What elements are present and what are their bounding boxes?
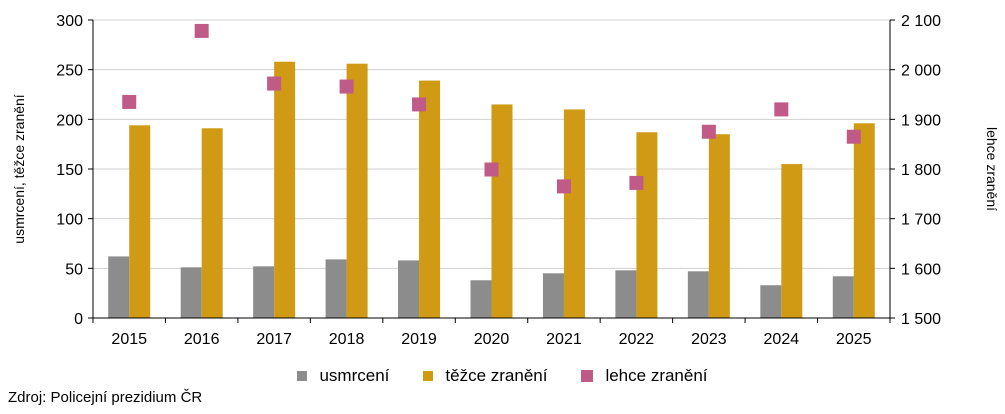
chart: 0 50 100 150 200 250 300 1 500 1 600 1 700 1 800 1 … <box>11 13 1000 348</box>
bar-usmrceni-2019 <box>398 260 420 318</box>
point-lehce-zraneni-2016 <box>194 23 209 38</box>
bar-tezce-zraneni-2016 <box>201 128 223 318</box>
bar-tezce-zraneni-2022 <box>636 132 658 318</box>
legend-item-usmrceni: usmrcení <box>297 366 389 386</box>
y-left-tick-label: 100 <box>56 212 83 229</box>
y-right-tick-label: 1 900 <box>901 112 941 129</box>
y-right-axis-label: lehce zranění <box>984 127 1000 211</box>
legend-label-tezce-zraneni: těžce zranění <box>445 366 548 385</box>
bar-tezce-zraneni-2021 <box>563 109 585 319</box>
y-left-axis-label: usmrcení, těžce zranění <box>11 94 27 244</box>
bar-tezce-zraneni-2025 <box>853 123 875 318</box>
point-lehce-zraneni-2018 <box>339 79 354 94</box>
x-tick-label: 2022 <box>619 331 655 348</box>
point-lehce-zraneni-2022 <box>629 175 644 190</box>
y-right-tick-label: 1 600 <box>901 261 941 278</box>
bar-tezce-zraneni-2018 <box>346 63 368 318</box>
bar-usmrceni-2024 <box>760 285 782 318</box>
bar-tezce-zraneni-2024 <box>781 164 803 318</box>
bar-usmrceni-2023 <box>687 271 709 318</box>
point-lehce-zraneni-2017 <box>267 76 282 91</box>
bar-tezce-zraneni-2015 <box>129 125 151 318</box>
point-lehce-zraneni-2021 <box>556 179 571 194</box>
bar-usmrceni-2018 <box>325 259 347 318</box>
bar-tezce-zraneni-2017 <box>274 61 296 318</box>
bar-tezce-zraneni-2019 <box>419 80 441 319</box>
y-right-tick-label: 1 700 <box>901 212 941 229</box>
point-lehce-zraneni-2015 <box>122 94 137 109</box>
point-lehce-zraneni-2023 <box>701 124 716 139</box>
x-tick-label: 2019 <box>401 331 437 348</box>
legend-swatch-lehce-zraneni <box>581 370 594 382</box>
y-left-tick-label: 0 <box>74 311 83 328</box>
y-left-tick-label: 200 <box>56 112 83 129</box>
x-tick-label: 2017 <box>256 331 292 348</box>
bar-tezce-zraneni-2023 <box>708 134 730 318</box>
legend-label-usmrceni: usmrcení <box>319 366 390 385</box>
legend-item-lehce-zraneni: lehce zranění <box>581 366 708 386</box>
x-tick-label: 2015 <box>111 331 147 348</box>
y-right-tick-label: 1 500 <box>901 311 941 328</box>
legend-swatch-tezce-zraneni <box>423 371 434 381</box>
y-left-tick-label: 50 <box>65 261 83 278</box>
point-lehce-zraneni-2020 <box>484 162 499 177</box>
bar-usmrceni-2015 <box>108 256 130 318</box>
legend-label-lehce-zraneni: lehce zranění <box>605 366 708 385</box>
x-tick-label: 2020 <box>474 331 510 348</box>
bar-usmrceni-2016 <box>180 267 202 318</box>
point-lehce-zraneni-2025 <box>846 129 861 144</box>
x-tick-label: 2024 <box>764 331 800 348</box>
bar-usmrceni-2017 <box>253 266 275 318</box>
y-left-tick-label: 300 <box>56 13 83 30</box>
y-right-tick-label: 1 800 <box>901 162 941 179</box>
point-lehce-zraneni-2019 <box>412 97 427 112</box>
x-tick-label: 2021 <box>546 331 582 348</box>
x-tick-label: 2023 <box>691 331 727 348</box>
bar-usmrceni-2021 <box>542 273 564 318</box>
y-left-tick-label: 150 <box>56 162 83 179</box>
point-lehce-zraneni-2024 <box>774 102 789 117</box>
y-right-tick-label: 2 100 <box>901 13 941 30</box>
bar-usmrceni-2020 <box>470 280 492 318</box>
y-right-tick-label: 2 000 <box>901 63 941 80</box>
legend: usmrcení těžce zranění lehce zranění <box>0 364 1005 388</box>
legend-swatch-usmrceni <box>297 371 308 381</box>
y-left-tick-label: 250 <box>56 63 83 80</box>
x-tick-label: 2016 <box>184 331 220 348</box>
legend-item-tezce-zraneni: těžce zranění <box>423 366 547 386</box>
bar-tezce-zraneni-2020 <box>491 104 513 318</box>
x-tick-label: 2018 <box>329 331 365 348</box>
source-note: Zdroj: Policejní prezidium ČR <box>8 389 203 406</box>
bar-usmrceni-2025 <box>832 276 854 318</box>
x-tick-label: 2025 <box>836 331 872 348</box>
bar-usmrceni-2022 <box>615 270 637 318</box>
